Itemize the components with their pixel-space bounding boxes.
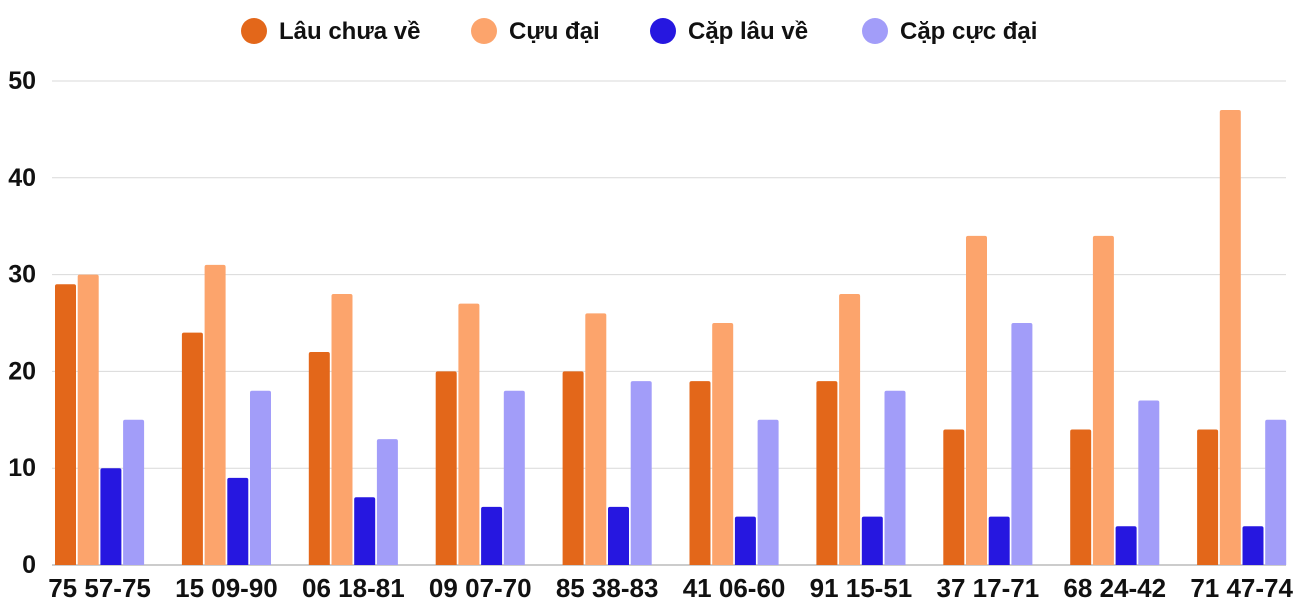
bar — [354, 497, 376, 565]
bar-group — [562, 313, 652, 565]
bar — [1197, 429, 1219, 565]
bar — [435, 371, 457, 565]
bar — [1242, 526, 1264, 565]
bar — [689, 381, 711, 565]
bar — [1138, 400, 1160, 565]
bar — [1092, 235, 1114, 565]
bar — [250, 390, 271, 565]
bar-group — [435, 303, 525, 565]
bar — [757, 419, 779, 565]
x-tick-label: 09 07-70 — [429, 573, 532, 600]
bar — [503, 390, 525, 565]
legend-label: Cặp cực đại — [900, 18, 1037, 45]
bar-group — [1197, 110, 1287, 565]
x-tick-label: 75 57-75 — [48, 573, 151, 600]
bar — [181, 332, 203, 565]
x-tick-label: 06 18-81 — [302, 573, 405, 600]
bar — [734, 516, 756, 565]
y-tick-label: 10 — [8, 454, 36, 482]
bar — [630, 381, 652, 565]
bar — [308, 352, 330, 565]
bar — [1265, 419, 1287, 565]
x-axis: 75 57-75 15 09-90 06 18-81 09 07-70 85 38-83… — [48, 573, 1293, 600]
bar-group — [1070, 235, 1160, 565]
legend-item: Cựu đại — [471, 18, 600, 45]
bar — [1070, 429, 1092, 565]
legend-swatch — [241, 18, 267, 44]
bar-group — [943, 235, 1033, 565]
bar — [100, 468, 122, 565]
bar — [816, 381, 838, 565]
bar-group — [689, 323, 779, 565]
x-tick-label: 41 06-60 — [683, 573, 786, 600]
x-tick-label: 71 47-74 — [1190, 573, 1293, 600]
legend-swatch — [471, 18, 497, 44]
bar — [861, 516, 883, 565]
legend-item: Cặp cực đại — [862, 18, 1037, 45]
legend-label: Cựu đại — [509, 18, 600, 45]
bar — [988, 516, 1010, 565]
y-tick-label: 30 — [8, 261, 36, 289]
bar — [562, 371, 584, 565]
legend-label: Cặp lâu về — [688, 18, 808, 45]
bar — [331, 293, 353, 565]
y-tick-label: 0 — [22, 551, 36, 579]
legend-swatch — [862, 18, 888, 44]
chart-bars — [55, 110, 1287, 565]
y-tick-label: 40 — [8, 164, 36, 192]
legend-item: Cặp lâu về — [650, 18, 808, 45]
bar-group — [816, 293, 906, 565]
y-tick-label: 20 — [8, 357, 36, 385]
x-tick-label: 15 09-90 — [175, 573, 278, 600]
bar — [204, 264, 226, 565]
bar — [839, 293, 861, 565]
legend-label: Lâu chưa về — [279, 18, 420, 45]
bar — [55, 284, 76, 565]
x-tick-label: 91 15-51 — [810, 573, 913, 600]
x-tick-label: 85 38-83 — [556, 573, 659, 600]
bar — [608, 506, 629, 565]
bar — [884, 390, 906, 565]
bar — [227, 477, 249, 565]
bar-group — [308, 293, 398, 565]
x-tick-label: 37 17-71 — [937, 573, 1040, 600]
bar-group — [181, 264, 271, 565]
bar — [458, 303, 480, 565]
legend-item: Lâu chưa về — [241, 18, 420, 45]
bar — [966, 235, 987, 565]
bar — [1219, 110, 1241, 565]
bar — [376, 439, 398, 565]
bar — [481, 506, 503, 565]
bar — [77, 274, 99, 565]
chart-legend: Lâu chưa về Cựu đại Cặp lâu về Cặp cực đại — [241, 18, 1037, 45]
y-tick-label: 50 — [8, 67, 36, 95]
bar-group — [55, 274, 145, 565]
bar — [123, 419, 145, 565]
y-axis: 0 10 20 30 40 50 — [8, 67, 36, 579]
bar — [712, 323, 734, 565]
x-tick-label: 68 24-42 — [1063, 573, 1166, 600]
bar — [1011, 323, 1033, 565]
bar — [1115, 526, 1137, 565]
bar — [585, 313, 607, 565]
legend-swatch — [650, 18, 676, 44]
bar — [943, 429, 965, 565]
